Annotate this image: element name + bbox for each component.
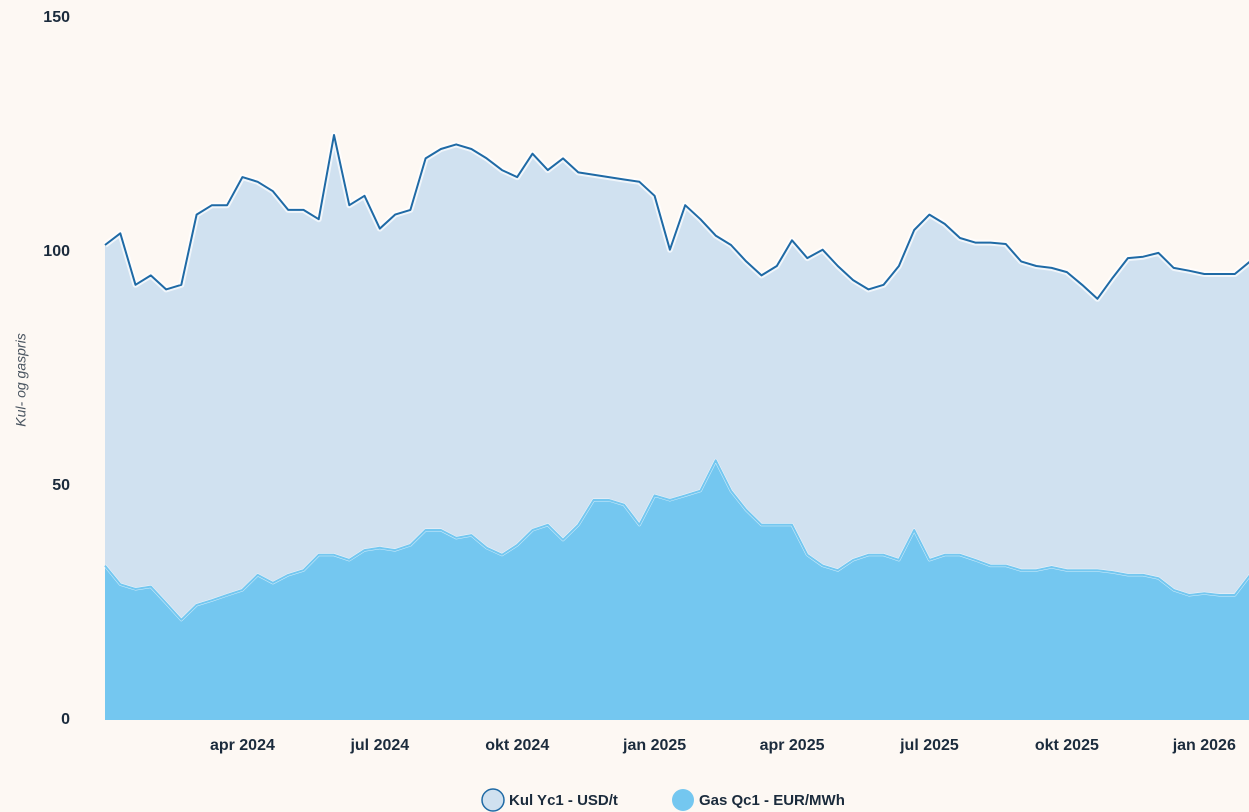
x-tick-label: jul 2024 (349, 737, 409, 754)
x-tick-label: jul 2025 (899, 737, 959, 754)
x-tick-label: apr 2025 (760, 737, 825, 754)
y-tick-label: 100 (43, 243, 70, 260)
x-tick-label: okt 2025 (1035, 737, 1099, 754)
y-axis-title: Kul- og gaspris (13, 333, 29, 426)
line (104, 134, 1249, 300)
x-tick-label: okt 2024 (485, 737, 549, 754)
x-tick-label: apr 2024 (210, 737, 275, 754)
y-tick-label: 150 (43, 9, 70, 26)
legend-label: Gas Qc1 - EUR/MWh (699, 792, 845, 809)
x-tick-label: jan 2025 (622, 737, 686, 754)
line (104, 459, 1249, 621)
y-tick-label: 50 (52, 477, 70, 494)
y-tick-label: 0 (61, 711, 70, 728)
area (105, 460, 1249, 720)
x-tick-label: jan 2026 (1172, 737, 1236, 754)
legend-label: Kul Yc1 - USD/t (509, 792, 618, 809)
legend-swatch (672, 789, 694, 811)
legend-swatch (481, 788, 505, 812)
